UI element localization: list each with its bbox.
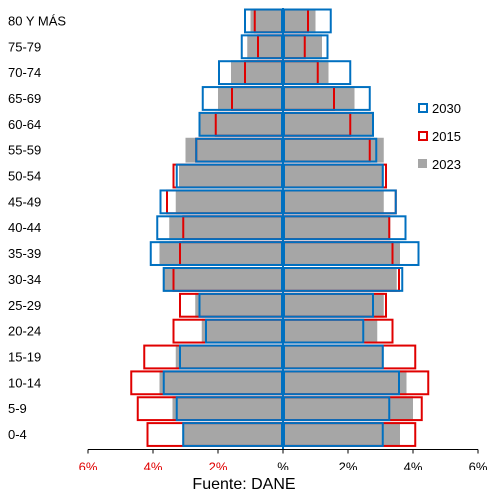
bar-2023-male-16 [182,422,283,447]
legend-swatch-2015 [418,131,428,141]
age-group-label: 60-64 [8,117,41,132]
x-tick-label: 6% [469,459,488,470]
bar-2023-female-6 [283,163,384,189]
bar-2023-male-1 [247,34,283,60]
age-group-label: 20-24 [8,324,41,339]
age-group-label: 10-14 [8,375,41,390]
legend-label-2015: 2015 [432,129,461,144]
bar-2023-female-9 [283,241,400,266]
age-group-label: 40-44 [8,220,41,235]
age-group-label: 5-9 [8,401,27,416]
population-pyramid-chart: 80 Y MÁS 75-79 70-74 65-69 60-64 55-59 50-54 45… [8,8,488,470]
bar-2023-male-15 [172,396,283,422]
bar-2023-male-10 [162,267,283,292]
bar-2023-male-9 [159,241,283,266]
age-group-label: 0-4 [8,427,27,442]
bar-2023-female-12 [283,318,378,344]
bar-2023-male-6 [179,163,283,189]
bar-2023-female-16 [283,422,400,447]
bar-2023-male-5 [185,137,283,163]
age-group-label: 65-69 [8,91,41,106]
bar-2023-female-0 [283,8,316,34]
bar-2023-male-3 [218,86,283,111]
age-group-label: 80 Y MÁS [8,13,66,28]
bar-2023-female-13 [283,344,384,370]
bar-2023-female-1 [283,34,322,60]
age-group-label: 30-34 [8,272,41,287]
bar-2023-male-8 [169,215,283,241]
legend-label-2030: 2030 [432,101,461,116]
x-tick-label: 4% [404,459,423,470]
age-group-label: 50-54 [8,169,41,184]
bar-2023-male-7 [175,189,283,215]
age-group-label: 70-74 [8,65,41,80]
legend-swatch-2023 [418,159,427,168]
bar-2023-male-13 [175,344,283,370]
bar-2023-male-4 [198,111,283,137]
age-group-label: 35-39 [8,246,41,261]
age-group-label: 75-79 [8,39,41,54]
legend-swatch-2030 [418,103,428,113]
bar-2023-male-0 [250,8,283,34]
x-tick-label: 4% [144,459,163,470]
x-tick-label: % [277,459,289,470]
bar-2023-female-7 [283,189,384,215]
bar-2023-male-11 [195,292,283,318]
bar-2023-female-5 [283,137,384,163]
bar-2023-female-15 [283,396,413,422]
bar-2023-male-14 [159,370,283,396]
age-group-label: 55-59 [8,143,41,158]
x-tick-label: 2% [339,459,358,470]
age-group-label: 45-49 [8,194,41,209]
age-group-label: 25-29 [8,298,41,313]
bar-2023-female-2 [283,60,329,86]
source-label: Fuente: DANE [192,476,296,493]
x-tick-label: 2% [209,459,228,470]
bar-2023-male-2 [231,60,283,86]
bar-2023-female-4 [283,111,374,137]
bar-2023-female-11 [283,292,384,318]
bar-2023-female-14 [283,370,407,396]
bar-2023-female-10 [283,267,397,292]
legend-label-2023: 2023 [432,157,461,172]
bar-2023-female-8 [283,215,391,241]
x-tick-label: 6% [79,459,98,470]
bar-2023-male-12 [201,318,283,344]
age-group-label: 15-19 [8,349,41,364]
bar-2023-female-3 [283,86,355,111]
